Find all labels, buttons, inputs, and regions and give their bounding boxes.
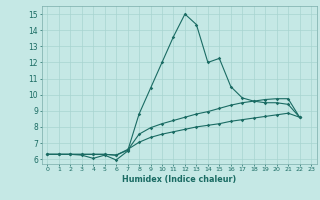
X-axis label: Humidex (Indice chaleur): Humidex (Indice chaleur) <box>122 175 236 184</box>
